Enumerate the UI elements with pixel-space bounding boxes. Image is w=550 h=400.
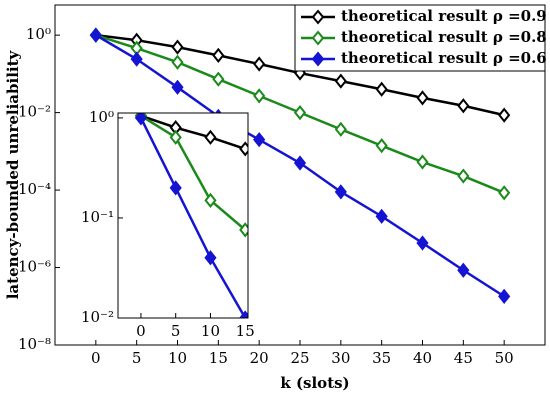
y-tick-label: 10⁻⁴ [18,180,51,198]
x-tick-label: 25 [290,349,309,367]
marker [334,121,347,137]
legend-marker [311,51,325,67]
marker [293,105,307,121]
series-line [140,114,247,231]
x-tick-label: 35 [372,349,391,367]
plot-frame [117,112,249,319]
marker [89,27,102,43]
legend-box [294,4,546,72]
y-tick-label: 10⁰ [89,108,114,126]
marker [457,262,470,278]
legend-label: theoretical result ρ =0.8 [341,28,547,46]
marker [134,113,148,126]
legend: theoretical result ρ =0.9 theoretical res… [294,4,547,72]
x-tick-label: 0 [136,322,146,340]
legend-label: theoretical result ρ =0.9 [341,7,547,25]
x-tick-label: 5 [171,322,181,340]
y-axis-label: latency-bounded unreliability [4,49,22,299]
legend-marker [311,9,325,25]
marker [239,141,248,157]
marker [457,168,470,184]
plot-area: 0 5 10 15 10⁰ 10⁻¹ 10⁻² [81,108,255,340]
series-line [140,114,246,151]
marker [169,129,182,145]
marker [204,129,217,145]
series-layer [134,113,248,318]
marker [130,51,143,67]
x-tick-label: 15 [209,349,228,367]
y-tick-label: 10⁻² [81,308,114,326]
marker [457,98,470,114]
x-tick-label: 0 [91,349,101,367]
series-line [139,117,247,318]
x-tick-label: 5 [132,349,142,367]
series-layer [89,27,511,304]
marker [204,250,217,266]
marker [204,192,217,208]
marker [253,88,266,104]
marker [212,71,225,87]
x-tick-label: 10 [168,349,187,367]
marker [169,180,182,196]
marker [293,155,307,171]
x-tick-label: 10 [201,322,220,340]
x-tick-label: 15 [236,322,255,340]
x-tick-label: 45 [454,349,473,367]
marker [239,222,248,238]
legend-label: theoretical result ρ =0.6 [341,49,547,67]
y-tick-label: 10⁰ [26,25,51,43]
marker [498,107,511,123]
marker [416,154,429,170]
marker [253,132,266,148]
marker [212,47,225,63]
x-tick-label: 20 [250,349,269,367]
marker [375,81,388,97]
marker [334,184,347,200]
x-tick-label: 40 [413,349,432,367]
marker [498,288,511,304]
x-tick-label: 50 [495,349,514,367]
marker [375,138,388,154]
y-tick-label: 10⁻¹ [81,208,114,226]
marker [171,54,184,70]
legend-marker [311,30,325,46]
marker [416,235,429,251]
marker [416,90,429,106]
marker [239,310,248,318]
marker [498,185,511,201]
marker [375,208,388,224]
marker [171,79,184,95]
marker [253,56,266,72]
y-tick-label: 10⁻⁶ [18,258,51,276]
y-tick-label: 10⁻⁸ [18,335,51,353]
x-axis-label: k (slots) [280,374,349,392]
marker [171,39,184,55]
marker [334,73,347,89]
y-tick-label: 10⁻² [18,103,51,121]
x-tick-label: 30 [331,349,350,367]
